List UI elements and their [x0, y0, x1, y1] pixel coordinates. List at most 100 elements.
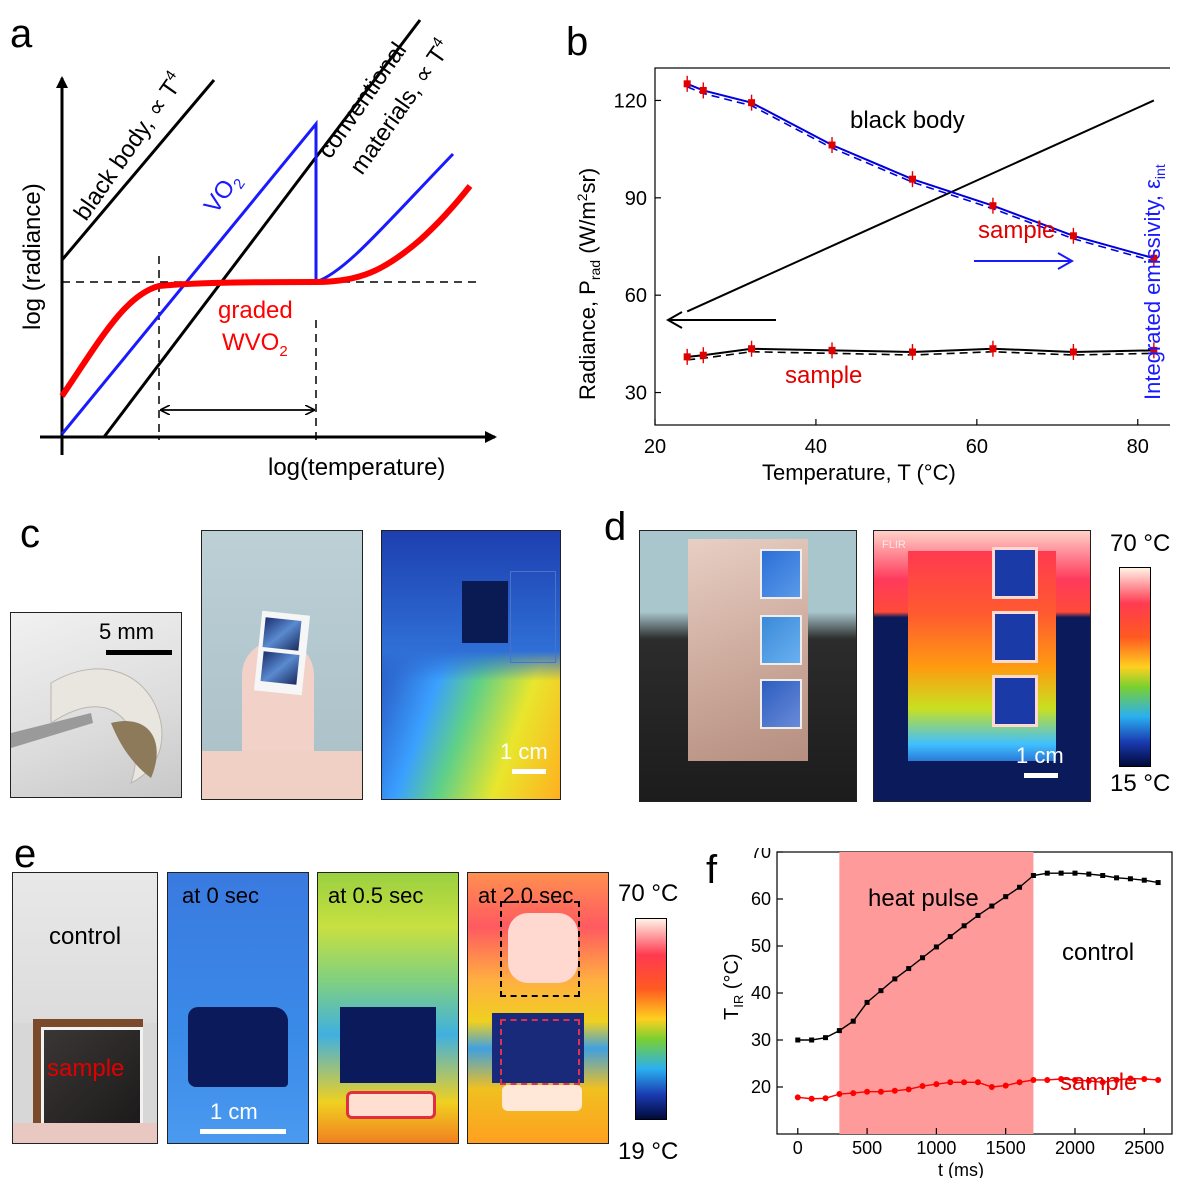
ytick-label-f: 50: [751, 936, 771, 956]
marker-control: [850, 1018, 856, 1024]
marker-sample: [1085, 1077, 1092, 1084]
marker-sample: [836, 1091, 843, 1098]
marker-control: [906, 966, 912, 972]
marker-control: [1155, 880, 1161, 886]
marker-control: [1127, 876, 1133, 882]
marker-control: [920, 955, 926, 961]
colorbar-e: [635, 918, 667, 1120]
blackbody-line: [60, 79, 216, 261]
cbar-e-bottom: 19 °C: [618, 1138, 679, 1165]
cbar-d-bottom: 15 °C: [1110, 770, 1171, 797]
marker-sample: [1071, 1076, 1078, 1083]
ytick-left-label-b: 30: [625, 383, 647, 405]
marker-b: [683, 80, 691, 88]
marker-b: [748, 345, 756, 353]
label-wvo2: WVO2: [222, 329, 288, 360]
ylabel-left-b: Radiance, Prad (W/m2sr): [574, 168, 603, 400]
panel-b-chart: 204060803060901200.20.40.60.8 black body…: [574, 67, 1170, 485]
marker-b: [1150, 254, 1158, 262]
marker-control: [1086, 871, 1092, 877]
label-control-e: control: [49, 923, 122, 950]
marker-sample: [850, 1090, 857, 1097]
marker-sample: [1099, 1079, 1106, 1086]
annot-sample-f: sample: [1060, 1069, 1137, 1096]
xtick-label-f: 1500: [986, 1138, 1026, 1158]
ytick-label-f: 30: [751, 1030, 771, 1050]
marker-sample: [947, 1079, 954, 1086]
ytick-label-f: 40: [751, 983, 771, 1003]
marker-b: [828, 141, 836, 149]
photo-finger: [201, 530, 363, 800]
marker-control: [1017, 884, 1023, 890]
xtick-label-b: 80: [1127, 436, 1149, 458]
marker-control: [809, 1037, 815, 1043]
marker-b: [989, 202, 997, 210]
xtick-label-b: 20: [644, 436, 666, 458]
xtick-label-f: 2000: [1055, 1138, 1095, 1158]
marker-control: [1003, 894, 1009, 900]
marker-control: [961, 923, 967, 929]
marker-b: [989, 345, 997, 353]
marker-control: [1058, 870, 1064, 876]
marker-control: [823, 1035, 829, 1041]
annot-sample-right-b: sample: [978, 217, 1055, 244]
marker-control: [836, 1028, 842, 1034]
marker-control: [1030, 873, 1036, 878]
label-t2: at 2.0 sec: [478, 883, 574, 908]
scale-1cm-d: 1 cm: [1016, 743, 1064, 768]
xtick-label-b: 60: [966, 436, 988, 458]
xlabel-a: log(temperature): [268, 454, 445, 481]
marker-control: [1141, 877, 1147, 883]
marker-sample: [1016, 1079, 1023, 1086]
marker-b: [1150, 346, 1158, 354]
marker-sample: [1002, 1082, 1009, 1089]
thermal-e-0: at 0 sec 1 cm: [167, 872, 309, 1144]
marker-b: [748, 99, 756, 107]
ytick-left-label-b: 120: [614, 90, 647, 112]
xtick-label-b: 40: [805, 436, 827, 458]
label-sample-e: sample: [47, 1055, 125, 1082]
marker-control: [933, 944, 939, 950]
marker-sample: [933, 1081, 940, 1088]
marker-b: [828, 346, 836, 354]
wvo2-line: [59, 184, 473, 398]
marker-control: [1072, 870, 1078, 876]
ylabel-right-b: Integrated emissivity, εint: [1140, 164, 1168, 400]
marker-b: [908, 348, 916, 356]
xlabel-f: t (ms): [938, 1160, 984, 1178]
series-line-b-0: [686, 99, 1155, 313]
scale-bar-1cm-c: [512, 769, 546, 774]
marker-b: [683, 353, 691, 361]
marker-control: [1044, 870, 1050, 876]
ytick-label-f: 70: [751, 848, 771, 862]
label-t05: at 0.5 sec: [328, 883, 424, 908]
ytick-left-label-b: 60: [625, 285, 647, 307]
marker-sample: [864, 1088, 871, 1095]
flir-logo: FLIR: [882, 539, 906, 551]
panel-letter-f: f: [706, 848, 718, 892]
xtick-label-f: 2500: [1124, 1138, 1164, 1158]
label-graded: graded: [218, 297, 293, 324]
scale-bar-1cm-e: [200, 1129, 286, 1134]
xtick-label-f: 1000: [916, 1138, 956, 1158]
marker-b: [908, 175, 916, 183]
marker-sample: [974, 1079, 981, 1086]
marker-sample: [1058, 1076, 1065, 1083]
marker-control: [795, 1037, 801, 1043]
xlabel-b: Temperature, T (°C): [762, 460, 956, 485]
marker-b: [1069, 232, 1077, 240]
thermal-finger: 1 cm: [381, 530, 561, 800]
panel-letter-c: c: [20, 512, 40, 556]
ylabel-f: TIR (°C): [721, 953, 746, 1020]
ytick-label-f: 20: [751, 1077, 771, 1097]
series-fit-b-2: [686, 86, 1155, 263]
xtick-label-f: 500: [852, 1138, 882, 1158]
marker-control: [989, 903, 995, 909]
marker-sample: [1044, 1076, 1051, 1083]
cbar-d-top: 70 °C: [1110, 530, 1171, 557]
marker-sample: [1127, 1075, 1134, 1082]
scale-1cm-c: 1 cm: [500, 739, 548, 764]
marker-sample: [1155, 1076, 1162, 1083]
marker-control: [878, 988, 884, 994]
annot-blackbody-b: black body: [850, 107, 965, 134]
